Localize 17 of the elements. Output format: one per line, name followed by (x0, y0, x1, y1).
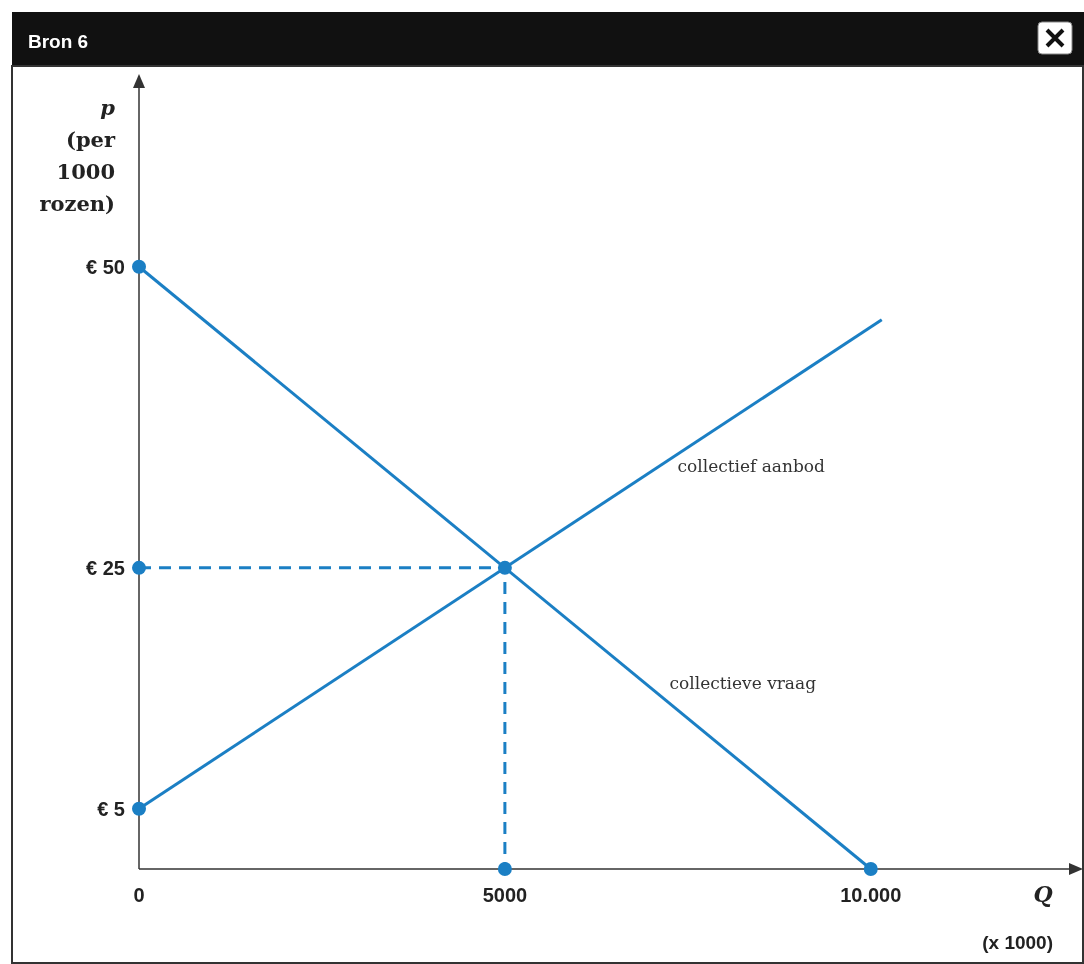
x-tick-label: 10.000 (840, 884, 902, 906)
series-label: collectief aanbod (677, 456, 826, 477)
point (497, 862, 512, 876)
x-tick-label: 0 (133, 884, 145, 906)
x-axis-title: Q (x 1000) (982, 881, 1053, 953)
point (132, 259, 146, 274)
chart-title: Bron 6 (28, 31, 89, 52)
y-tick-label: € 50 (86, 255, 125, 278)
point (132, 560, 146, 575)
x-tick-label: 5000 (482, 884, 528, 906)
y-tick-label: € 25 (86, 556, 125, 579)
point (497, 560, 512, 575)
point (132, 801, 146, 816)
series-label: collectieve vraag (669, 673, 817, 694)
y-tick-label: € 5 (97, 797, 125, 820)
y-axis-title: p (per 1000 rozen) (39, 95, 116, 216)
point (863, 862, 878, 876)
